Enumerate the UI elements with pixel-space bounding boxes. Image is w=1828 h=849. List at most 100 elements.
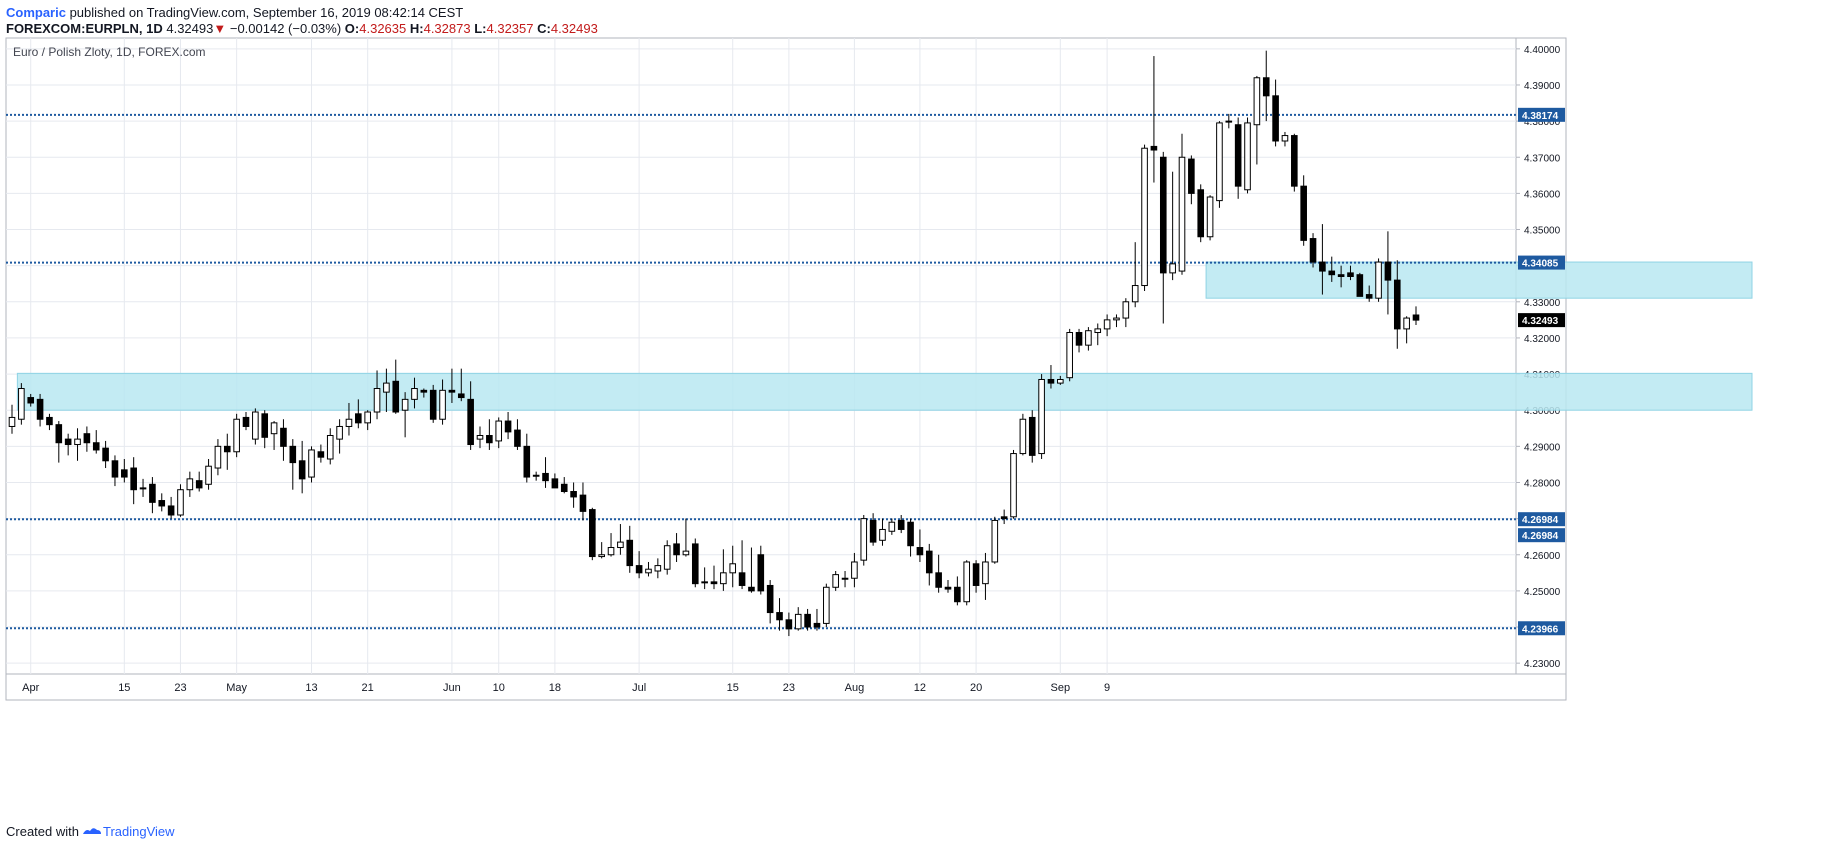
candle-body-up (336, 425, 343, 440)
candle (935, 554, 942, 593)
candle (1393, 260, 1401, 349)
candle-body-down (813, 622, 821, 628)
x-tick-label: 10 (493, 682, 505, 694)
candle-body-down (776, 612, 783, 621)
candle (691, 538, 699, 588)
candle-body-down (55, 424, 63, 444)
candle-body-down (691, 543, 699, 585)
candle-body-up (888, 521, 896, 532)
candle (617, 524, 624, 555)
candle (879, 518, 886, 546)
candle (1412, 306, 1420, 326)
candle (298, 440, 306, 494)
candle (963, 560, 971, 606)
x-tick-label: 15 (727, 682, 739, 694)
level-price-tag (1518, 107, 1565, 122)
candle (383, 368, 390, 413)
candle (345, 402, 353, 436)
candle (757, 545, 765, 595)
candle (832, 571, 839, 591)
candle (205, 458, 212, 490)
candle-body-down (579, 494, 587, 512)
candle (570, 482, 577, 508)
candle-body-up (841, 577, 849, 580)
candle (785, 612, 793, 637)
candle-body-up (823, 586, 830, 624)
candle (1188, 155, 1195, 205)
candle-body-up (1253, 77, 1261, 126)
candle (55, 421, 63, 463)
candle (411, 377, 418, 409)
level-price-tag-label: 4.34085 (1522, 259, 1559, 270)
candle-body-down (149, 483, 156, 503)
candle-body-down (261, 413, 269, 438)
candle-body-up (598, 554, 605, 558)
candle-body-down (1197, 189, 1205, 238)
candle (18, 383, 25, 425)
candle-body-up (654, 565, 662, 572)
candle-body-down (944, 586, 952, 590)
candle-body-down (36, 398, 44, 420)
candle-body-down (392, 380, 400, 413)
candle-body-down (1309, 238, 1317, 263)
candle (766, 580, 774, 624)
candle (813, 608, 821, 631)
candle (121, 458, 128, 483)
level-price-tag (1518, 255, 1565, 270)
candle-body-up (177, 489, 184, 516)
candle-body-up (982, 561, 989, 585)
candle (654, 558, 662, 579)
candle (223, 433, 231, 470)
candle-body-up (495, 420, 503, 442)
candle (1075, 328, 1083, 353)
candle (336, 419, 343, 454)
candle (626, 525, 634, 573)
candle-body-down (27, 397, 35, 404)
x-tick-label: May (226, 682, 247, 694)
footer: Created with TradingView (6, 824, 175, 839)
candle (326, 428, 334, 465)
candle-body-up (1216, 122, 1223, 202)
published-text: published on TradingView.com, September … (65, 5, 464, 20)
candle (280, 419, 287, 461)
candle-body-up (991, 519, 999, 563)
candle (645, 561, 652, 577)
candle (1347, 265, 1354, 281)
candle (710, 565, 718, 590)
candle (149, 477, 156, 514)
change-value: −0.00142 (−0.03%) (229, 21, 342, 36)
tradingview-link[interactable]: TradingView (102, 824, 175, 839)
tradingview-logo-icon (82, 828, 101, 834)
candle-body-down (1272, 95, 1279, 142)
candle-body-down (1234, 124, 1242, 187)
candle (8, 404, 16, 434)
candle-body-up (1244, 122, 1251, 191)
candle-body-up (645, 568, 652, 574)
candle (1066, 328, 1073, 382)
candle (1047, 365, 1055, 389)
candle (392, 359, 400, 414)
candle-body-down (1384, 261, 1392, 281)
x-tick-label: Aug (845, 682, 865, 694)
level-price-tag-label: 4.26984 (1522, 531, 1559, 542)
candle-body-up (1113, 317, 1120, 321)
y-tick-label: 4.30000 (1524, 406, 1561, 417)
candle (448, 368, 456, 403)
candle-body-down (429, 389, 437, 420)
level-price-tag-label: 4.26984 (1522, 515, 1559, 526)
candle (233, 413, 240, 458)
candle (991, 516, 999, 564)
candle-body-down (1328, 270, 1336, 276)
candle-body-up (1225, 120, 1233, 123)
author-link[interactable]: Comparic (6, 5, 66, 20)
candle (972, 560, 980, 593)
candle (261, 410, 269, 449)
candle-body-down (1337, 274, 1345, 277)
candle-body-up (345, 418, 353, 427)
candle-body-down (757, 554, 765, 592)
last-price-tag-label: 4.32493 (1522, 316, 1559, 327)
candle-body-down (972, 563, 980, 586)
candle (514, 419, 521, 450)
candle (289, 439, 297, 490)
